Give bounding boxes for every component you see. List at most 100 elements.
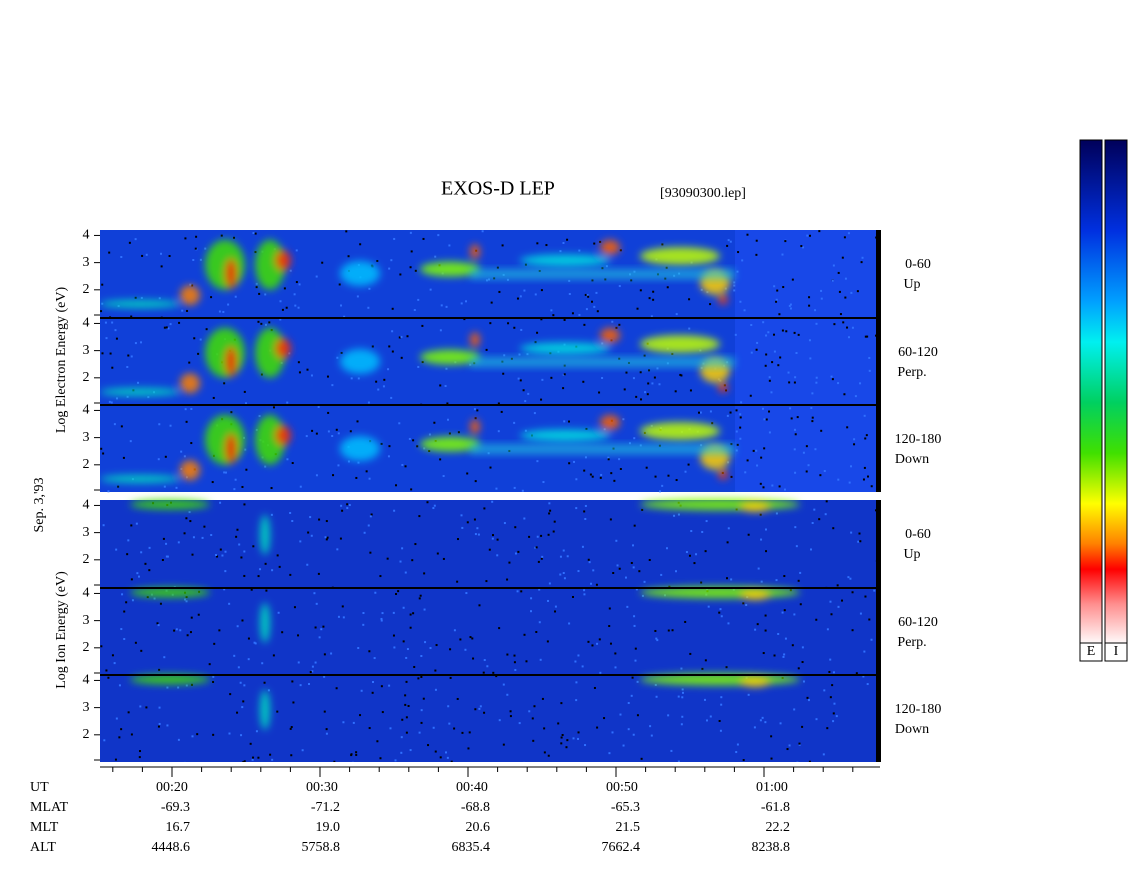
noise: [514, 526, 517, 529]
noise: [233, 236, 236, 239]
emission-band: [470, 357, 735, 368]
noise: [401, 547, 404, 550]
noise: [434, 750, 437, 753]
noise: [598, 638, 601, 641]
noise: [718, 719, 721, 722]
noise: [810, 406, 813, 409]
noise: [473, 518, 476, 521]
noise: [778, 313, 781, 316]
noise: [572, 737, 575, 740]
noise: [730, 475, 733, 478]
noise: [858, 532, 861, 535]
noise: [789, 407, 792, 410]
noise: [521, 489, 524, 492]
noise: [794, 526, 797, 529]
noise: [788, 304, 791, 307]
noise: [742, 602, 745, 605]
noise: [299, 540, 302, 543]
noise: [603, 428, 606, 431]
noise: [644, 391, 647, 394]
noise: [212, 680, 215, 683]
noise: [844, 296, 847, 299]
noise: [648, 369, 651, 372]
noise: [596, 310, 599, 313]
noise: [474, 708, 477, 711]
noise: [433, 504, 436, 507]
noise: [498, 627, 501, 630]
noise: [376, 259, 379, 262]
noise: [115, 337, 118, 340]
noise: [633, 437, 636, 440]
noise: [157, 725, 160, 728]
noise: [709, 410, 712, 413]
noise: [120, 628, 123, 631]
noise: [345, 230, 348, 233]
noise: [196, 733, 199, 736]
noise: [234, 295, 237, 298]
emission-blob: [718, 469, 728, 480]
noise: [773, 285, 776, 288]
noise: [565, 746, 568, 749]
noise: [517, 550, 520, 553]
noise: [407, 705, 410, 708]
emission-blob: [740, 501, 770, 512]
noise: [408, 437, 411, 440]
colorbar-label: I: [1114, 644, 1119, 659]
noise: [808, 760, 811, 762]
noise: [548, 512, 551, 515]
edge-strip: [876, 230, 881, 492]
noise: [420, 721, 423, 724]
noise: [461, 526, 464, 529]
noise: [622, 418, 625, 421]
noise: [546, 640, 549, 643]
noise: [618, 567, 621, 570]
noise: [271, 569, 274, 572]
noise: [216, 555, 219, 558]
noise: [359, 243, 362, 246]
colorbar: [1104, 139, 1128, 646]
emission-blob: [275, 338, 291, 359]
noise: [420, 709, 423, 712]
noise: [123, 610, 126, 613]
noise: [815, 381, 818, 384]
emission-blob: [640, 247, 720, 266]
noise: [448, 722, 451, 725]
quiet-region: [735, 318, 880, 405]
noise: [541, 555, 544, 558]
y-tick-label: 2: [83, 457, 90, 472]
noise: [762, 321, 765, 324]
noise: [571, 595, 574, 598]
noise: [245, 468, 248, 471]
noise: [759, 513, 762, 516]
panel-angle: 60-120: [898, 345, 938, 360]
noise: [388, 684, 391, 687]
electron-axis-label: Log Electron Energy (eV): [54, 287, 69, 434]
noise: [730, 443, 733, 446]
noise: [380, 685, 383, 688]
panel-angle: 0-60: [905, 527, 931, 542]
noise: [481, 230, 484, 233]
noise: [395, 484, 398, 487]
noise: [380, 617, 383, 620]
noise: [861, 256, 864, 259]
noise: [815, 322, 818, 325]
emission-blob: [640, 422, 720, 441]
noise: [673, 514, 676, 517]
noise: [483, 711, 486, 714]
noise: [190, 616, 193, 619]
noise: [566, 555, 569, 558]
noise: [856, 290, 859, 293]
noise: [609, 642, 612, 645]
noise: [755, 239, 758, 242]
noise: [526, 353, 529, 356]
noise: [540, 557, 543, 560]
noise: [325, 520, 328, 523]
noise: [120, 255, 123, 258]
noise: [823, 689, 826, 692]
noise: [747, 693, 750, 696]
noise: [495, 487, 498, 490]
noise: [587, 295, 590, 298]
noise: [788, 744, 791, 747]
noise: [548, 582, 551, 585]
noise: [447, 705, 450, 708]
